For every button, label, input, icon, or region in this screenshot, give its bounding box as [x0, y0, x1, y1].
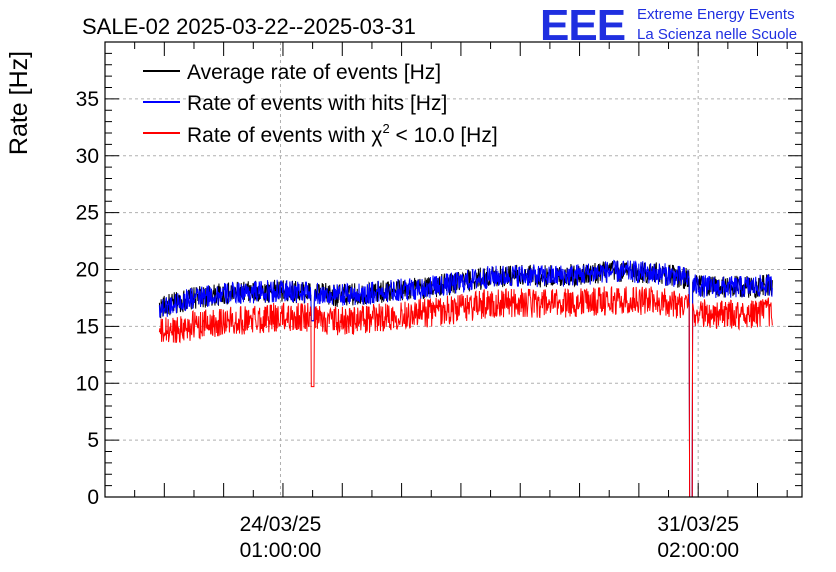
y-tick-label: 0	[87, 486, 99, 509]
legend-label-chi2-prefix: Rate of events with χ	[187, 124, 382, 147]
series-line-hits	[158, 259, 773, 498]
legend-label-hits: Rate of events with hits [Hz]	[187, 92, 447, 115]
brand-logo: EEE Extreme Energy Events La Scienza nel…	[540, 1, 797, 50]
legend-label-chi2-suffix: < 10.0 [Hz]	[390, 124, 498, 147]
x-tick-date: 24/03/25	[240, 513, 322, 536]
y-tick-label: 35	[76, 88, 99, 111]
legend-label-average: Average rate of events [Hz]	[187, 61, 441, 84]
legend-label-chi2: Rate of events with χ2 < 10.0 [Hz]	[187, 121, 498, 147]
brand-line-2: La Scienza nelle Scuole	[637, 26, 797, 43]
y-tick-label: 5	[87, 429, 99, 452]
x-tick-time: 02:00:00	[657, 539, 739, 562]
chart-title: SALE-02 2025-03-22--2025-03-31	[82, 14, 416, 39]
x-tick-labels: 24/03/25 01:00:00 31/03/25 02:00:00	[240, 513, 739, 562]
plot-series	[158, 259, 773, 498]
x-tick-date: 31/03/25	[657, 513, 739, 536]
brand-logo-text: EEE	[540, 1, 625, 50]
series-line-chi2	[158, 286, 773, 498]
legend-label-chi2-sup: 2	[382, 121, 389, 136]
brand-line-1: Extreme Energy Events	[637, 6, 795, 23]
axis-ticks	[104, 42, 802, 498]
y-tick-label: 15	[76, 315, 99, 338]
grid	[105, 42, 802, 497]
y-axis-title: Rate [Hz]	[5, 51, 33, 155]
y-tick-label: 20	[76, 259, 99, 282]
y-tick-labels: 0 5 10 15 20 25 30 35	[76, 88, 99, 509]
y-tick-label: 25	[76, 202, 99, 225]
y-tick-label: 10	[76, 372, 99, 395]
y-tick-label: 30	[76, 145, 99, 168]
x-tick-time: 01:00:00	[240, 539, 322, 562]
legend: Average rate of events [Hz] Rate of even…	[143, 61, 498, 147]
